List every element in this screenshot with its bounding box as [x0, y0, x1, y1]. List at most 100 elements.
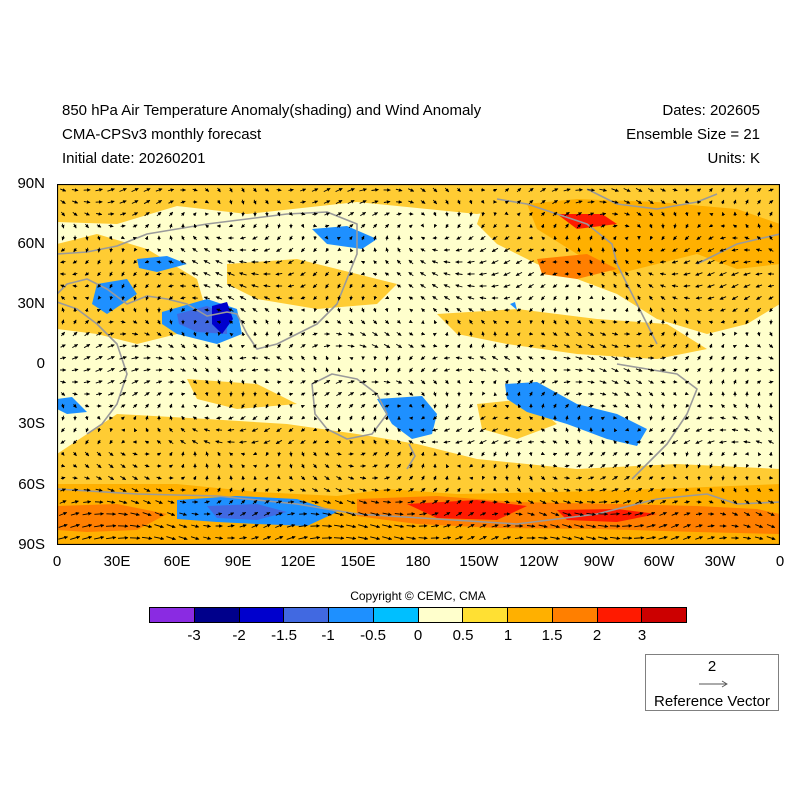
- wind-arrow: [372, 272, 378, 277]
- wind-arrow: [564, 211, 570, 217]
- wind-arrow: [516, 187, 522, 193]
- wind-arrow: [589, 259, 594, 265]
- wind-arrow: [493, 343, 497, 349]
- wind-arrow: [695, 260, 703, 264]
- wind-arrow: [301, 235, 306, 241]
- wind-arrow: [756, 307, 762, 313]
- wind-arrow: [203, 260, 211, 264]
- wind-arrow: [359, 188, 367, 192]
- wind-arrow: [719, 296, 727, 300]
- wind-arrow: [649, 236, 654, 241]
- wind-arrow: [745, 319, 750, 325]
- wind-arrow: [145, 295, 149, 301]
- wind-arrow: [576, 331, 582, 337]
- wind-arrow: [83, 343, 91, 349]
- wind-arrow: [133, 271, 137, 277]
- wind-arrow: [408, 188, 415, 192]
- wind-arrow: [671, 284, 679, 288]
- wind-arrow: [492, 235, 498, 241]
- wind-arrow: [467, 248, 475, 252]
- wind-arrow: [288, 211, 293, 216]
- wind-arrow: [371, 188, 379, 192]
- wind-arrow: [325, 295, 330, 301]
- wind-arrow: [264, 187, 270, 192]
- wind-arrow: [396, 259, 402, 265]
- wind-arrow: [289, 235, 293, 241]
- wind-arrow: [300, 200, 306, 204]
- wind-arrow: [468, 308, 474, 312]
- wind-arrow: [660, 284, 666, 288]
- wind-arrow: [516, 248, 522, 252]
- wind-arrow: [685, 319, 690, 325]
- wind-arrow: [528, 295, 534, 301]
- wind-arrow: [373, 235, 377, 241]
- colorbar-swatch: [597, 608, 643, 622]
- wind-arrow: [216, 308, 222, 312]
- wind-arrow: [673, 235, 677, 241]
- wind-arrow: [384, 308, 389, 313]
- wind-arrow: [276, 211, 281, 217]
- colorbar-swatch: [508, 608, 553, 622]
- wind-arrow: [61, 307, 65, 313]
- wind-arrow: [72, 212, 78, 216]
- wind-arrow: [683, 272, 691, 276]
- wind-arrow: [264, 199, 269, 205]
- wind-arrow: [433, 452, 438, 456]
- wind-arrow: [745, 223, 750, 229]
- wind-arrow: [229, 187, 233, 193]
- wind-arrow: [540, 211, 546, 217]
- wind-arrow: [348, 223, 354, 229]
- wind-arrow: [253, 223, 257, 229]
- wind-arrow: [563, 188, 571, 192]
- wind-arrow: [204, 343, 209, 349]
- wind-arrow: [133, 295, 137, 301]
- wind-arrow: [588, 320, 594, 324]
- wind-arrow: [333, 536, 345, 540]
- wind-arrow: [648, 332, 654, 336]
- wind-arrow: [745, 343, 750, 348]
- wind-arrow: [408, 344, 414, 348]
- wind-arrow: [313, 223, 318, 228]
- wind-arrow: [72, 476, 78, 480]
- wind-arrow: [72, 200, 79, 204]
- wind-arrow: [216, 320, 221, 325]
- wind-arrow: [731, 296, 739, 300]
- wind-arrow: [323, 187, 331, 193]
- wind-arrow: [97, 271, 101, 277]
- wind-arrow: [228, 343, 233, 348]
- wind-arrow: [673, 331, 677, 337]
- wind-arrow: [601, 284, 606, 288]
- wind-arrow: [601, 271, 605, 277]
- wind-arrow: [527, 260, 534, 264]
- wind-arrow: [420, 200, 426, 204]
- wind-arrow: [239, 295, 247, 301]
- wind-arrow: [107, 344, 115, 348]
- wind-vector-field: [58, 187, 776, 541]
- wind-arrow: [181, 235, 185, 241]
- wind-arrow: [215, 260, 223, 264]
- colorbar-label: 2: [592, 627, 602, 644]
- x-tick-label: 120E: [280, 553, 316, 570]
- wind-arrow: [120, 235, 125, 240]
- wind-arrow: [156, 284, 162, 288]
- wind-arrow: [528, 248, 534, 252]
- wind-arrow: [552, 332, 558, 336]
- wind-arrow: [672, 307, 678, 313]
- wind-arrow: [600, 332, 607, 336]
- wind-arrow: [144, 223, 150, 229]
- wind-arrow: [720, 187, 725, 193]
- wind-arrow: [564, 476, 570, 480]
- wind-arrow: [672, 200, 678, 204]
- wind-arrow: [493, 212, 498, 217]
- wind-arrow: [324, 224, 330, 229]
- wind-arrow: [348, 332, 355, 336]
- wind-arrow: [408, 319, 413, 324]
- wind-arrow: [263, 260, 271, 264]
- wind-arrow: [143, 188, 151, 192]
- wind-arrow: [757, 223, 761, 229]
- wind-arrow: [636, 199, 643, 205]
- colorbar-swatch: [329, 608, 374, 622]
- wind-arrow: [612, 212, 619, 216]
- wind-arrow: [432, 343, 438, 348]
- wind-arrow: [408, 271, 414, 277]
